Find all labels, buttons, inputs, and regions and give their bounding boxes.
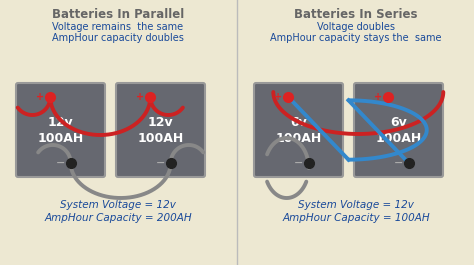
- Text: 6v
100AH: 6v 100AH: [275, 116, 322, 144]
- Text: +: +: [274, 92, 283, 102]
- Text: 12v
100AH: 12v 100AH: [37, 116, 83, 144]
- FancyBboxPatch shape: [16, 83, 105, 177]
- Text: AmpHour Capacity = 200AH: AmpHour Capacity = 200AH: [44, 213, 192, 223]
- Text: −: −: [294, 158, 303, 168]
- Text: 12v
100AH: 12v 100AH: [137, 116, 183, 144]
- Text: −: −: [394, 158, 403, 168]
- Text: System Voltage = 12v: System Voltage = 12v: [298, 200, 414, 210]
- Text: AmpHour capacity doubles: AmpHour capacity doubles: [52, 33, 184, 43]
- Text: AmpHour capacity stays the  same: AmpHour capacity stays the same: [270, 33, 442, 43]
- Text: System Voltage = 12v: System Voltage = 12v: [60, 200, 176, 210]
- FancyBboxPatch shape: [254, 83, 343, 177]
- Text: AmpHour Capacity = 100AH: AmpHour Capacity = 100AH: [282, 213, 430, 223]
- Text: 6v
100AH: 6v 100AH: [375, 116, 422, 144]
- Text: Batteries In Parallel: Batteries In Parallel: [52, 8, 184, 21]
- Text: +: +: [136, 92, 145, 102]
- Text: −: −: [56, 158, 65, 168]
- Text: Voltage doubles: Voltage doubles: [317, 22, 395, 32]
- Text: −: −: [156, 158, 165, 168]
- FancyBboxPatch shape: [116, 83, 205, 177]
- Text: +: +: [36, 92, 45, 102]
- Text: Batteries In Series: Batteries In Series: [294, 8, 418, 21]
- FancyBboxPatch shape: [354, 83, 443, 177]
- Text: +: +: [374, 92, 383, 102]
- Text: Voltage remains  the same: Voltage remains the same: [53, 22, 183, 32]
